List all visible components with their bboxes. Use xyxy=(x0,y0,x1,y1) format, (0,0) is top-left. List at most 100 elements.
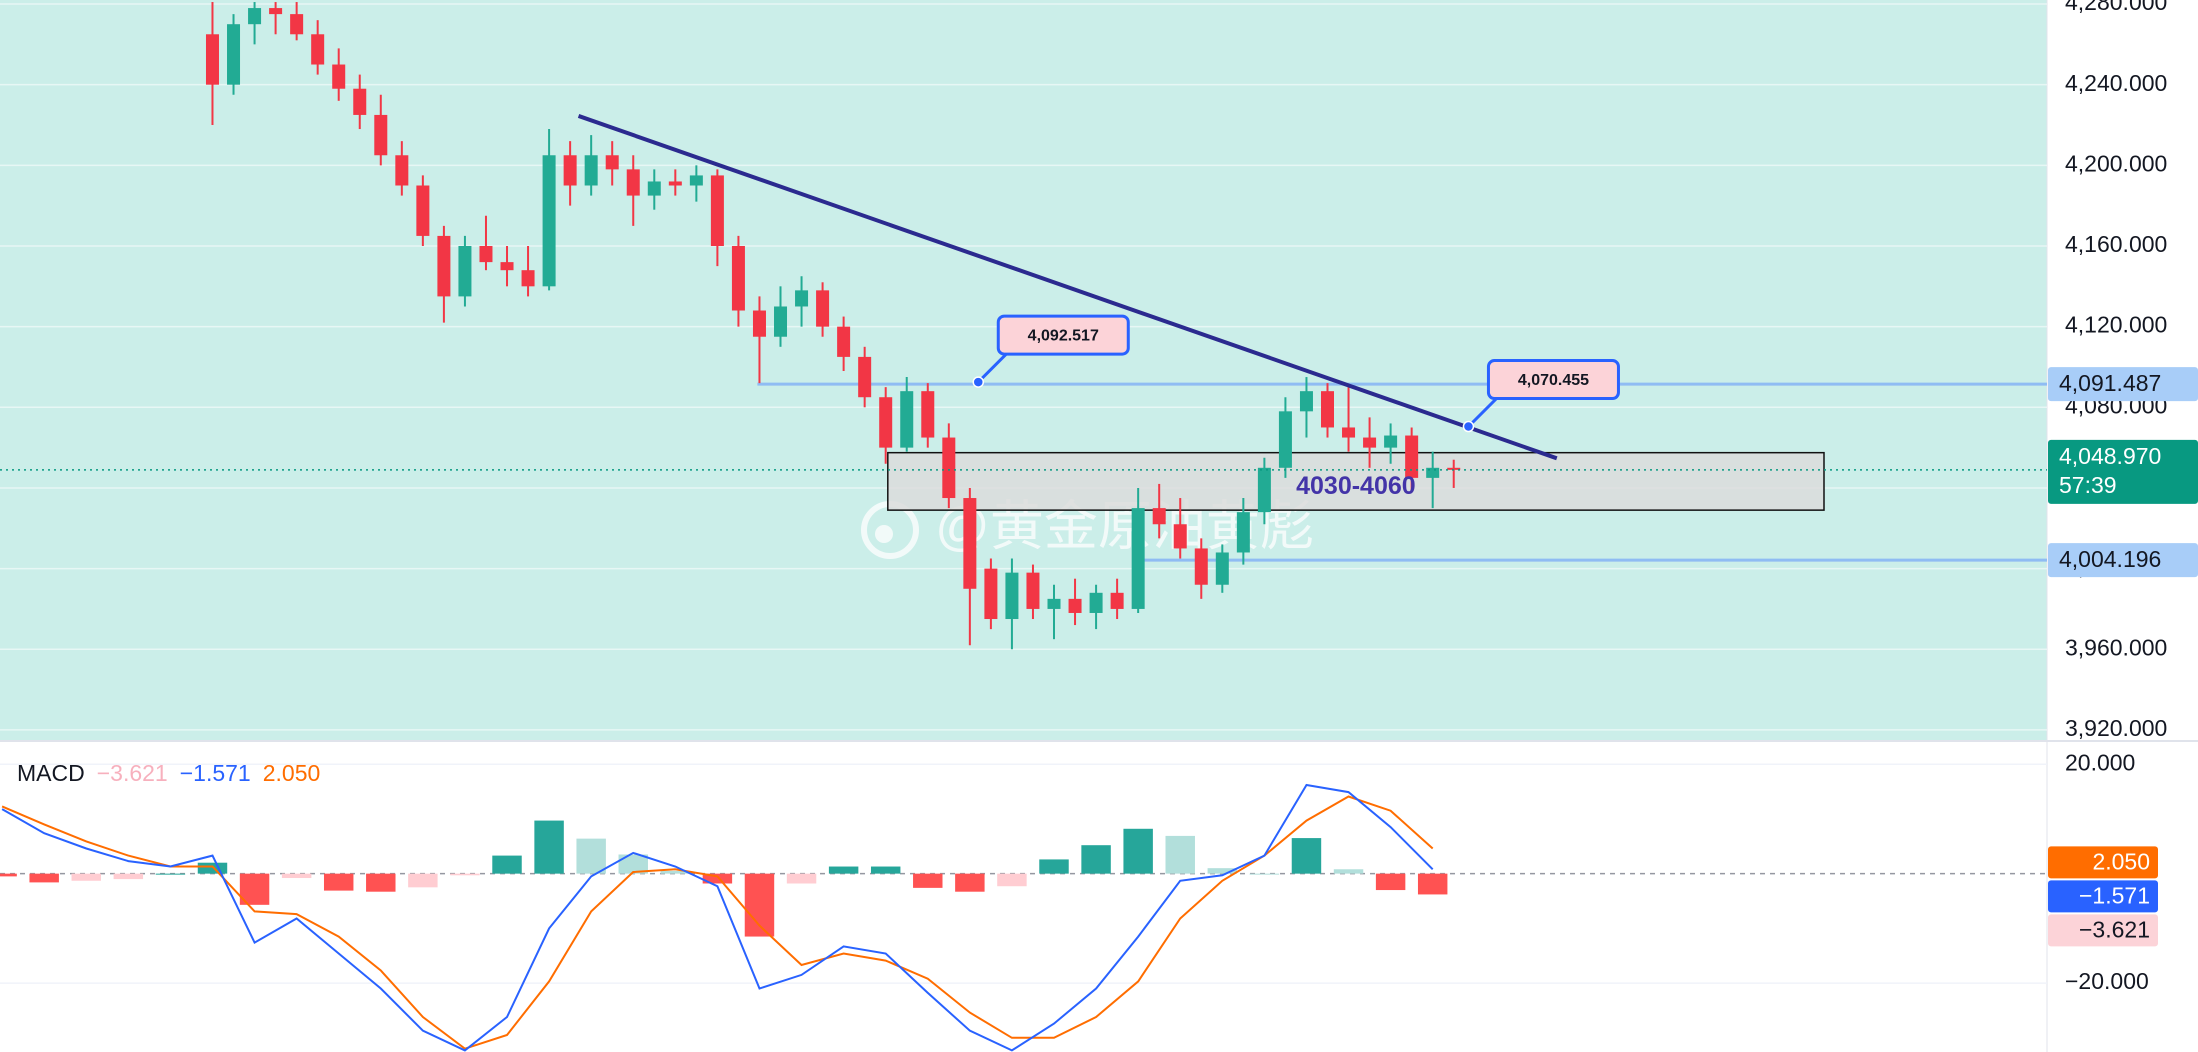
trendline xyxy=(577,114,1558,461)
y-tick-label: 4,120.000 xyxy=(2065,312,2167,338)
candle-body xyxy=(458,245,472,297)
histogram-bar xyxy=(492,855,522,874)
candle-body xyxy=(1026,572,1040,609)
histogram-bar xyxy=(408,873,438,888)
candle-body xyxy=(1089,592,1103,613)
zone-label: 4030-4060 xyxy=(1296,472,1416,500)
candle-body xyxy=(689,175,703,186)
last-price-label: 4,048.970 xyxy=(2059,443,2161,469)
candle-body xyxy=(500,262,514,271)
histogram-bar xyxy=(786,873,817,884)
level-tag-label: 4,004.196 xyxy=(2059,546,2161,572)
candle-body xyxy=(668,181,682,186)
histogram-bar xyxy=(576,838,606,874)
candle-body xyxy=(1426,467,1440,478)
candle-body xyxy=(837,326,851,357)
candle-body xyxy=(521,270,535,287)
candle-body xyxy=(1005,572,1019,620)
histogram-bar xyxy=(870,866,901,874)
callout-box xyxy=(1486,359,1620,401)
callout-label: 4,070.455 xyxy=(1518,372,1589,389)
candle-body xyxy=(963,498,977,589)
histogram-bar xyxy=(1165,835,1195,874)
histogram-bar xyxy=(71,873,101,881)
candle-body xyxy=(1257,467,1271,513)
signal-tag-label: 2.050 xyxy=(2092,849,2150,875)
histogram-tag-label: −3.621 xyxy=(2079,917,2150,943)
candle-body xyxy=(731,245,745,311)
legend-histogram: −3.621 xyxy=(97,760,168,786)
histogram-bar xyxy=(1039,859,1069,874)
candle-body xyxy=(1363,437,1377,448)
candle-body xyxy=(795,290,809,307)
candle-body xyxy=(584,155,598,186)
watermark-logo-dot xyxy=(875,525,893,543)
macd-line xyxy=(1,783,1434,1052)
candle-body xyxy=(227,24,241,85)
histogram-bar xyxy=(997,873,1027,887)
candle-body xyxy=(1173,524,1187,549)
histogram-tag xyxy=(2048,914,2158,947)
candle-body xyxy=(542,155,556,287)
candle-body xyxy=(879,397,893,448)
histogram-bar xyxy=(618,854,648,874)
histogram-bar xyxy=(113,873,144,880)
candle-body xyxy=(1320,391,1334,428)
macd-pane xyxy=(0,750,2047,1052)
histogram-bar xyxy=(0,873,17,877)
macd-title: MACD xyxy=(17,760,85,786)
histogram-bar xyxy=(155,873,186,875)
histogram-bar xyxy=(1207,868,1238,874)
histogram-bar xyxy=(1249,873,1280,875)
candle-body xyxy=(1068,598,1082,613)
candle-body xyxy=(942,437,956,499)
candle-body xyxy=(205,34,219,85)
callout-pointer xyxy=(977,353,1008,384)
histogram-bar xyxy=(1123,828,1153,874)
callout-point xyxy=(1462,420,1475,433)
histogram-bar xyxy=(955,873,985,892)
signal-line xyxy=(1,795,1434,1050)
candle-body xyxy=(1236,512,1250,553)
candle-body xyxy=(1152,508,1166,525)
histogram-bar xyxy=(29,873,59,883)
price-pane xyxy=(0,0,2047,740)
candle-body xyxy=(1047,598,1061,609)
candle-body xyxy=(1342,427,1356,438)
candle-body xyxy=(416,185,430,236)
candle-body xyxy=(921,391,935,438)
candle-body xyxy=(1278,411,1292,468)
y-tick-label: 4,240.000 xyxy=(2065,70,2167,96)
candle-body xyxy=(1131,508,1145,609)
candle-body xyxy=(710,175,724,246)
candle-body xyxy=(395,155,409,186)
histogram-bar xyxy=(450,873,480,876)
countdown-label: 57:39 xyxy=(2059,472,2117,498)
candle-body xyxy=(479,245,493,263)
candle-body xyxy=(900,391,914,448)
candle-body xyxy=(311,34,325,65)
histogram-bar xyxy=(660,870,691,874)
candle-body xyxy=(353,88,367,115)
y-tick-label: 3,920.000 xyxy=(2065,715,2167,741)
candle-body xyxy=(626,169,640,196)
candle-body xyxy=(248,8,262,25)
y-tick-label: 4,200.000 xyxy=(2065,150,2167,176)
histogram-bar xyxy=(534,820,564,874)
level-tag-label: 4,091.487 xyxy=(2059,370,2161,396)
y-tick-label: 20.000 xyxy=(2065,749,2135,775)
candle-body xyxy=(332,64,346,89)
histogram-bar xyxy=(1291,838,1322,874)
candle-body xyxy=(647,181,661,196)
candle-body xyxy=(1299,391,1313,412)
legend-signal: 2.050 xyxy=(263,760,321,786)
candle-body xyxy=(269,8,283,15)
histogram-bar xyxy=(1333,869,1364,874)
last-price-tag xyxy=(2048,439,2198,504)
macd-tag-label: −1.571 xyxy=(2079,883,2150,909)
y-tick-label: 4,280.000 xyxy=(2065,0,2167,15)
candle-body xyxy=(858,356,872,398)
callout-label: 4,092.517 xyxy=(1028,327,1099,344)
